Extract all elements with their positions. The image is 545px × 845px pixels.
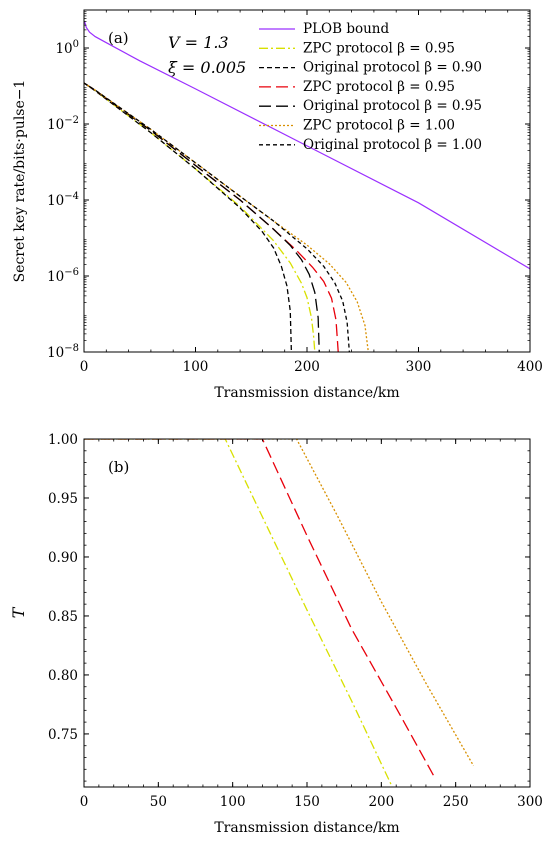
annotation: ξ = 0.005	[168, 58, 246, 77]
y-tick-label: 0.90	[48, 550, 78, 566]
y-tick-base: 10	[47, 193, 64, 209]
y-tick-base: 10	[47, 117, 64, 133]
x-axis-label: Transmission distance/km	[214, 820, 399, 836]
panel-label: (b)	[108, 458, 129, 476]
y-tick-label: 0.80	[48, 668, 78, 684]
series-line-4	[84, 82, 339, 352]
plot-frame	[83, 438, 531, 788]
y-axis-label: Secret key rate/bits·pulse−1	[12, 80, 28, 283]
series-line-2	[84, 82, 316, 352]
y-tick-label: 1.00	[48, 432, 78, 448]
x-tick-label: 200	[294, 359, 320, 375]
y-tick-exponent: 0	[73, 39, 79, 50]
x-tick-label: 250	[443, 794, 469, 810]
y-tick-label: 10−2	[47, 115, 79, 133]
panel-label: (a)	[108, 29, 129, 47]
y-tick-label: 10−6	[47, 267, 79, 285]
series-line-2	[84, 439, 434, 776]
x-tick-label: 0	[80, 794, 89, 810]
y-tick-base: 10	[47, 345, 64, 361]
series-line-1	[84, 439, 393, 787]
annotation: V = 1.3	[168, 33, 229, 52]
y-tick-exponent: −4	[64, 191, 79, 202]
x-tick-label: 100	[220, 794, 246, 810]
y-tick-base: 10	[55, 41, 72, 57]
y-tick-label: 10−8	[47, 343, 79, 361]
series-line-3	[84, 82, 293, 352]
series-line-7	[84, 82, 351, 352]
x-tick-label: 100	[183, 359, 209, 375]
y-tick-exponent: −8	[64, 343, 79, 354]
panel-b: 0 50 100 150 200 250 300 0.75 0.80 0.85 0.90 0.95 1.…	[9, 432, 543, 836]
series-line-5	[84, 82, 320, 352]
y-tick-exponent: −2	[64, 115, 79, 126]
legend-entry: ZPC protocol β = 0.95	[303, 40, 455, 56]
x-tick-label: 400	[517, 359, 543, 375]
x-tick-label: 50	[150, 794, 167, 810]
x-tick-label: 150	[294, 794, 320, 810]
legend-entry: Original protocol β = 1.00	[303, 137, 482, 153]
x-tick-label: 200	[368, 794, 394, 810]
y-axis-label: T	[9, 606, 28, 618]
legend-entry: Original protocol β = 0.90	[303, 60, 482, 76]
legend-entry: ZPC protocol β = 1.00	[303, 118, 455, 134]
y-tick-exponent: −6	[64, 267, 79, 278]
series-line-6	[84, 82, 369, 352]
x-tick-label: 300	[517, 794, 543, 810]
series-line-1	[84, 21, 530, 270]
legend-entry: ZPC protocol β = 0.95	[303, 79, 455, 95]
legend-entry: Original protocol β = 0.95	[303, 98, 482, 114]
y-tick-label: 10−4	[47, 191, 79, 209]
y-tick-label: 100	[55, 39, 79, 57]
y-tick-label: 0.85	[48, 609, 78, 625]
y-tick-base: 10	[47, 269, 64, 285]
y-tick-label: 0.95	[48, 491, 78, 507]
x-tick-label: 0	[80, 359, 89, 375]
series-line-3	[84, 439, 475, 767]
x-tick-label: 300	[406, 359, 432, 375]
panel-a: 0 100 200 300 40010010−210−410−610−8Transmis…	[12, 9, 543, 401]
y-tick-label: 0.75	[48, 727, 78, 743]
x-axis-label: Transmission distance/km	[214, 385, 399, 401]
legend-entry: PLOB bound	[303, 21, 389, 37]
